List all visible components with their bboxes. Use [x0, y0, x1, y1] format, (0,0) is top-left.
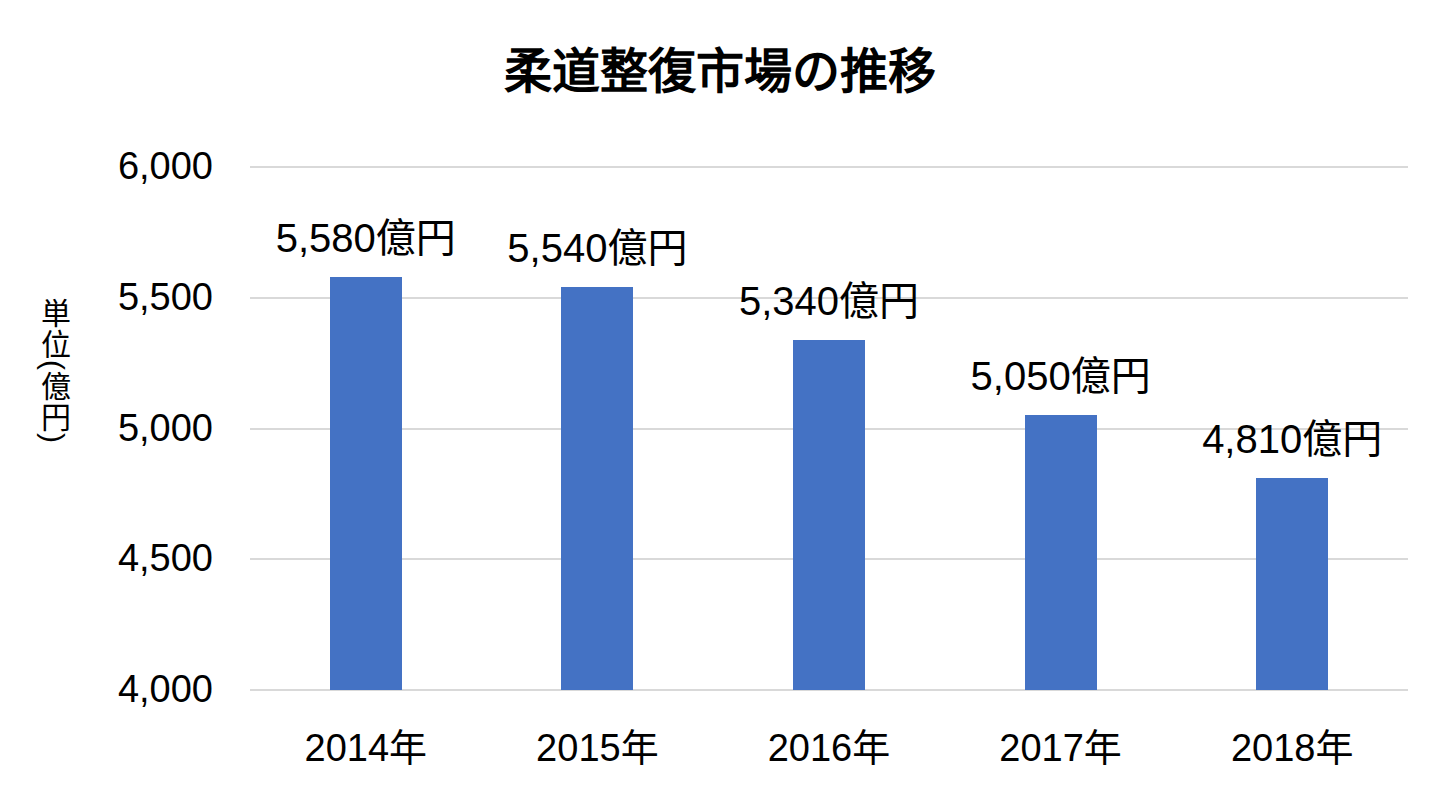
- bar: [1025, 415, 1097, 690]
- chart-title: 柔道整復市場の推移: [0, 46, 1440, 99]
- bar: [1256, 478, 1328, 690]
- x-tick-label: 2014年: [250, 726, 482, 772]
- bar: [330, 277, 402, 690]
- bar-data-label: 5,340億円: [669, 278, 989, 324]
- y-tick-label: 4,000: [53, 667, 213, 713]
- y-tick-label: 5,500: [53, 275, 213, 321]
- x-tick-label: 2015年: [481, 726, 713, 772]
- x-tick-label: 2017年: [945, 726, 1177, 772]
- bar: [793, 340, 865, 690]
- bar-data-label: 4,810億円: [1132, 416, 1440, 462]
- y-tick-label: 4,500: [53, 536, 213, 582]
- y-tick-label: 5,000: [53, 406, 213, 452]
- x-tick-label: 2018年: [1176, 726, 1408, 772]
- y-tick-label: 6,000: [53, 144, 213, 190]
- bar-data-label: 5,540億円: [437, 225, 757, 271]
- gridline: [250, 166, 1408, 168]
- x-tick-label: 2016年: [713, 726, 945, 772]
- bar-chart: 柔道整復市場の推移 単位(億円) 6,0005,5005,0004,5004,0…: [0, 0, 1440, 810]
- bar-data-label: 5,050億円: [901, 353, 1221, 399]
- bar: [561, 287, 633, 690]
